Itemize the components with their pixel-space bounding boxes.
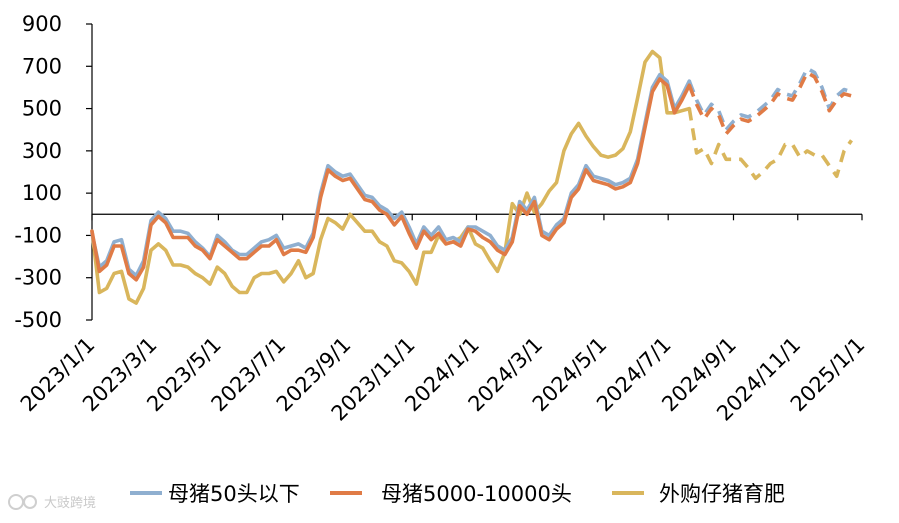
legend-label: 母猪5000-10000头 xyxy=(381,482,572,506)
y-tick-label: 300 xyxy=(22,139,62,163)
x-axis: 2023/1/12023/3/12023/5/12023/7/12023/9/1… xyxy=(16,213,870,426)
logo-icon xyxy=(8,494,37,510)
watermark-text: 大豉跨境 xyxy=(44,496,96,511)
series-line xyxy=(90,72,692,278)
series-line xyxy=(90,49,692,305)
y-tick-label: 500 xyxy=(22,97,62,121)
legend-label: 外购仔猪育肥 xyxy=(659,482,785,506)
y-tick-label: -500 xyxy=(14,308,62,332)
y-tick-label: -300 xyxy=(14,266,62,290)
series-line xyxy=(90,77,692,282)
y-tick-label: 900 xyxy=(22,12,62,36)
series-forecast-line xyxy=(687,66,853,132)
series-forecast-line xyxy=(687,108,853,181)
y-tick-label: -100 xyxy=(14,223,62,247)
legend-label: 母猪50头以下 xyxy=(168,482,300,506)
series-forecast-line xyxy=(687,70,852,136)
y-tick-label: 100 xyxy=(22,181,62,205)
watermark: 大豉跨境 xyxy=(8,494,96,511)
y-tick-label: 700 xyxy=(22,54,62,78)
y-axis: -500 -300 -100 100 300 500 700 900 xyxy=(14,12,93,332)
plot-lines xyxy=(90,49,853,305)
legend: 母猪50头以下 母猪5000-10000头 外购仔猪育肥 xyxy=(130,482,785,506)
